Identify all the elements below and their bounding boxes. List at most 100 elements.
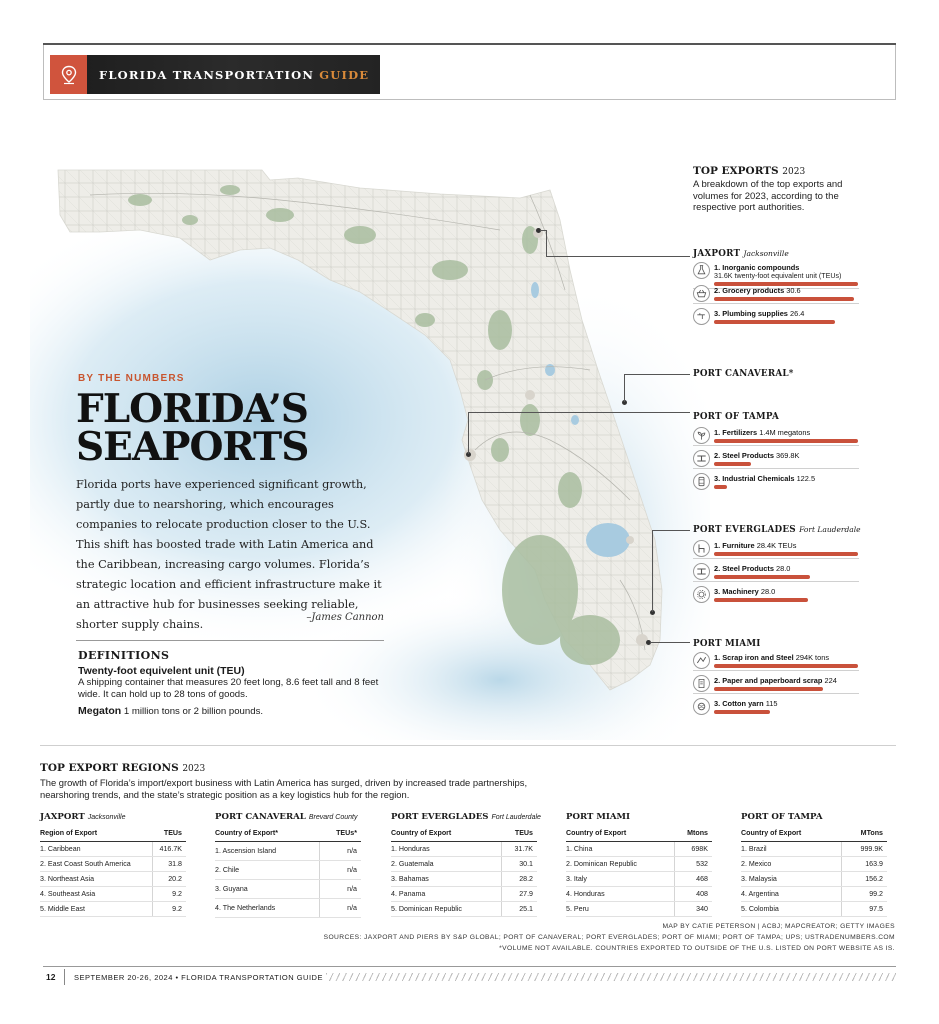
table-row: 3. Bahamas 28.2 bbox=[391, 871, 537, 887]
value-cell: 9.2 bbox=[152, 901, 186, 917]
table-row: 2. Mexico 163.9 bbox=[741, 856, 887, 872]
chemical-drum-icon bbox=[693, 473, 710, 490]
export-item-separator bbox=[693, 693, 859, 694]
table-row: 3. Northeast Asia 20.2 bbox=[40, 871, 186, 887]
export-volume-bar bbox=[714, 297, 854, 301]
top-rule bbox=[43, 43, 896, 45]
region-table-header: MTons bbox=[841, 826, 887, 842]
footer-divider bbox=[64, 969, 65, 985]
export-item-label: 1. Inorganic compounds bbox=[714, 263, 800, 272]
region-table-port: PORT EVERGLADES Fort Lauderdale bbox=[391, 812, 541, 822]
value-cell: 99.2 bbox=[841, 886, 887, 902]
export-item-label: 2. Steel Products 369.8K bbox=[714, 451, 800, 460]
everglades-marker bbox=[650, 610, 655, 615]
map-credit: MAP BY CATIE PETERSON | ACBJ; MAPCREATOR… bbox=[662, 923, 895, 930]
value-cell: 163.9 bbox=[841, 856, 887, 872]
export-volume-bar bbox=[714, 598, 808, 602]
region-cell: 5. Dominican Republic bbox=[391, 901, 502, 917]
regions-description: The growth of Florida’s import/export bu… bbox=[40, 777, 528, 800]
region-cell: 2. Dominican Republic bbox=[566, 856, 675, 872]
steel-beam-icon bbox=[693, 450, 710, 467]
table-row: 5. Peru 340 bbox=[566, 901, 712, 917]
export-port-heading: PORT CANAVERAL* bbox=[693, 369, 794, 379]
region-cell: 2. Chile bbox=[215, 860, 320, 880]
table-row: 4. Panama 27.9 bbox=[391, 886, 537, 902]
value-cell: 31.7K bbox=[500, 841, 537, 857]
value-cell: 698K bbox=[673, 841, 712, 857]
table-row: 4. Southeast Asia 9.2 bbox=[40, 886, 186, 902]
export-volume-bar bbox=[714, 575, 810, 579]
export-port-location: Fort Lauderdale bbox=[799, 525, 861, 534]
tampa-leader-v bbox=[468, 412, 469, 454]
region-table-header: Country of Export bbox=[566, 826, 675, 842]
region-cell: 4. Southeast Asia bbox=[40, 886, 153, 902]
export-volume-bar bbox=[714, 664, 858, 668]
region-table-header: TEUs bbox=[152, 826, 186, 842]
table-row: 3. Italy 468 bbox=[566, 871, 712, 887]
region-table-port: JAXPORT Jacksonville bbox=[40, 812, 126, 822]
region-cell: 3. Bahamas bbox=[391, 871, 502, 887]
page-number: 12 bbox=[46, 972, 56, 982]
region-table-header: Country of Export bbox=[391, 826, 502, 842]
region-cell: 3. Malaysia bbox=[741, 871, 842, 887]
headline-line-1: FLORIDA’S bbox=[76, 386, 309, 432]
export-item-label: 3. Cotton yarn 115 bbox=[714, 699, 778, 708]
region-table-header: TEUs bbox=[501, 826, 537, 842]
footnote: *VOLUME NOT AVAILABLE. COUNTRIES EXPORTE… bbox=[499, 945, 895, 952]
export-item-label: 1. Scrap iron and Steel 294K tons bbox=[714, 653, 830, 662]
region-cell: 2. Guatemala bbox=[391, 856, 502, 872]
byline: –James Cannon bbox=[306, 612, 384, 623]
teu-definition: A shipping container that measures 20 fe… bbox=[78, 677, 379, 701]
scrap-metal-icon bbox=[693, 652, 710, 669]
export-port-heading: PORT OF TAMPA bbox=[693, 412, 779, 422]
export-port-heading: JAXPORT Jacksonville bbox=[693, 249, 789, 259]
fertilizer-sprout-icon bbox=[693, 427, 710, 444]
export-port-name: PORT EVERGLADES bbox=[693, 525, 796, 535]
export-item-label: 3. Machinery 28.0 bbox=[714, 587, 776, 596]
miami-marker bbox=[646, 640, 651, 645]
value-cell: 532 bbox=[673, 856, 712, 872]
value-cell: 31.8 bbox=[152, 856, 186, 872]
value-cell: 25.1 bbox=[500, 901, 537, 917]
export-port-name: PORT CANAVERAL* bbox=[693, 369, 794, 379]
table-row: 4. The Netherlands n/a bbox=[215, 898, 361, 918]
export-item-label: 2. Paper and paperboard scrap 224 bbox=[714, 676, 837, 685]
export-item-separator bbox=[693, 288, 859, 289]
region-cell: 3. Guyana bbox=[215, 879, 320, 899]
region-cell: 2. Mexico bbox=[741, 856, 842, 872]
tampa-leader-h bbox=[468, 412, 690, 413]
value-cell: 416.7K bbox=[152, 841, 186, 857]
export-item-label: 2. Grocery products 30.6 bbox=[714, 286, 801, 295]
paper-scrap-icon bbox=[693, 675, 710, 692]
top-exports-description: A breakdown of the top exports and volum… bbox=[693, 179, 843, 213]
value-cell: n/a bbox=[319, 841, 361, 861]
footer-hatch bbox=[326, 973, 896, 981]
lede-paragraph: Florida ports have experienced significa… bbox=[76, 478, 382, 631]
guide-title: FLORIDA TRANSPORTATION GUIDE bbox=[99, 67, 370, 82]
export-port-name: PORT OF TAMPA bbox=[693, 412, 780, 422]
map-pin-icon bbox=[50, 55, 87, 94]
value-cell: n/a bbox=[319, 898, 361, 918]
region-table-header: Country of Export bbox=[741, 826, 842, 842]
value-cell: n/a bbox=[319, 879, 361, 899]
value-cell: 30.1 bbox=[500, 856, 537, 872]
grocery-basket-icon bbox=[693, 285, 710, 302]
export-item-separator bbox=[693, 558, 859, 559]
export-volume-bar bbox=[714, 439, 858, 443]
region-cell: 1. Honduras bbox=[391, 841, 502, 857]
region-cell: 5. Colombia bbox=[741, 901, 842, 917]
region-cell: 5. Middle East bbox=[40, 901, 153, 917]
region-table: PORT CANAVERAL Brevard County Country of … bbox=[215, 812, 361, 918]
export-item-label: 1. Furniture 28.4K TEUs bbox=[714, 541, 797, 550]
region-cell: 3. Italy bbox=[566, 871, 675, 887]
region-cell: 1. Ascension Island bbox=[215, 841, 320, 861]
table-row: 1. Ascension Island n/a bbox=[215, 841, 361, 861]
table-row: 5. Dominican Republic 25.1 bbox=[391, 901, 537, 917]
region-cell: 3. Northeast Asia bbox=[40, 871, 153, 887]
value-cell: 156.2 bbox=[841, 871, 887, 887]
headline-line-2: SEAPORTS bbox=[76, 424, 309, 470]
export-volume-bar bbox=[714, 485, 727, 489]
region-table-header: Region of Export bbox=[40, 826, 153, 842]
region-table-port: PORT MIAMI bbox=[566, 812, 631, 822]
value-cell: 9.2 bbox=[152, 886, 186, 902]
